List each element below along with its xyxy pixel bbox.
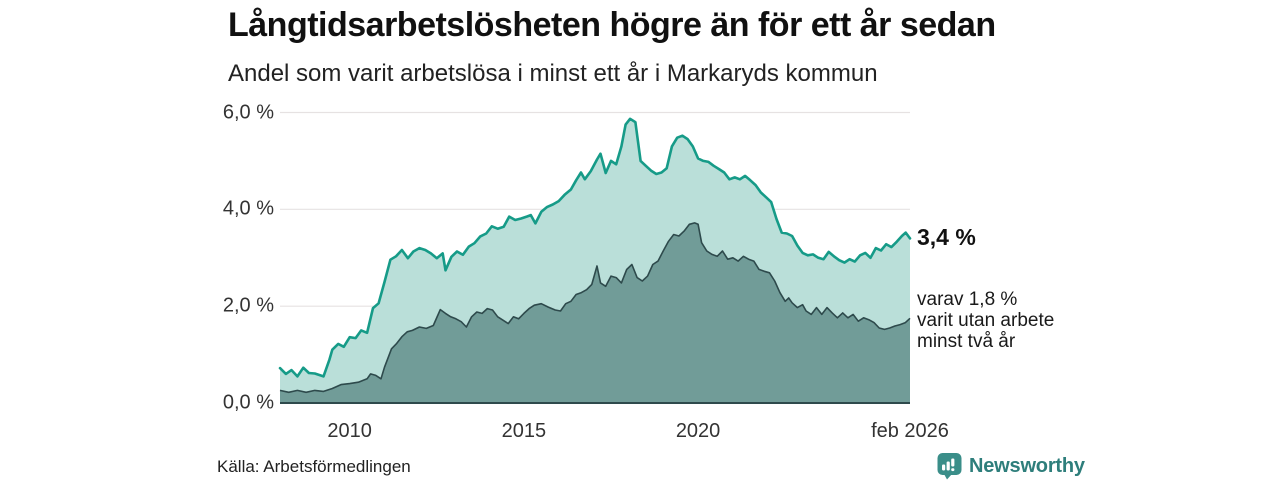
series2-annotation-line3: minst två år [917, 331, 1016, 352]
series2-annotation-line2: varit utan arbete [917, 310, 1055, 331]
newsworthy-wordmark: Newsworthy [969, 454, 1085, 477]
y-tick-label: 0,0 % [222, 391, 274, 414]
series2-annotation-line1: varav 1,8 % [917, 289, 1018, 310]
series2-line [279, 222, 911, 394]
series1-line [278, 117, 912, 378]
x-tick-label: 2010 [327, 420, 372, 442]
chart-title: Långtidsarbetslösheten högre än för ett … [228, 6, 996, 44]
source-attribution: Källa: Arbetsförmedlingen [217, 457, 411, 476]
x-tick-label: feb 2026 [871, 420, 949, 442]
series2-annotation: varav 1,8 % varit utan arbete minst två … [917, 289, 1054, 352]
y-tick-label: 4,0 % [222, 197, 274, 220]
y-tick-label: 2,0 % [222, 294, 274, 317]
series1-end-value-label: 3,4 % [917, 224, 976, 250]
chart-subtitle: Andel som varit arbetslösa i minst ett å… [228, 60, 878, 87]
series2-area-min-two-years [280, 222, 910, 403]
x-tick-label: 2020 [675, 420, 721, 442]
newsworthy-bar-chart-icon [937, 453, 962, 480]
x-tick-label: 2015 [501, 420, 547, 442]
y-tick-label: 6,0 % [222, 101, 274, 123]
newsworthy-logo: Newsworthy [937, 452, 1085, 480]
